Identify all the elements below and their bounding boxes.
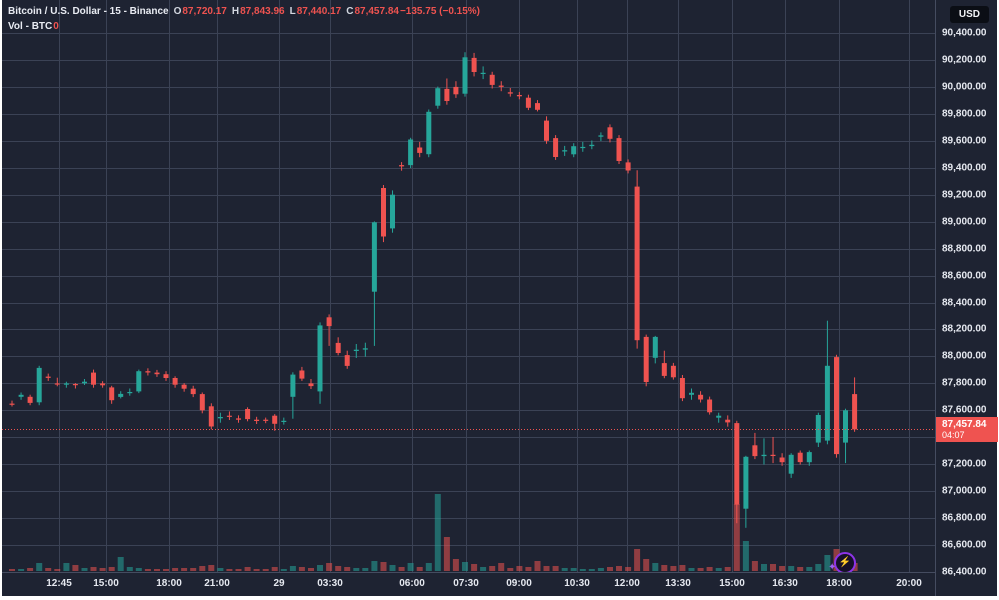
time-axis-label: 18:00 — [156, 578, 182, 589]
price-axis-label: 89,600.00 — [942, 135, 987, 147]
boost-badge[interactable]: ⚡ ✦ — [828, 552, 856, 572]
price-axis-label: 89,800.00 — [942, 108, 987, 120]
time-axis-label: 12:00 — [614, 578, 640, 589]
close-label: C — [346, 6, 354, 17]
price-axis-label: 87,200.00 — [942, 458, 987, 470]
price-axis-label: 88,600.00 — [942, 270, 987, 282]
time-axis-label: 21:00 — [204, 578, 230, 589]
price-axis-label: 87,600.00 — [942, 404, 987, 416]
time-axis-label: 12:45 — [46, 578, 72, 589]
price-axis[interactable]: USD 90,400.00 90,200.00 90,000.00 89,800.00… — [935, 0, 998, 596]
close-value: 87,457.84 — [354, 6, 399, 17]
price-axis-label: 86,400.00 — [942, 566, 987, 578]
time-axis-label: 20:00 — [896, 578, 922, 589]
current-price-label: 87,457.84 04:07 — [936, 417, 998, 443]
time-axis-label: 10:30 — [564, 578, 590, 589]
price-axis-label: 90,200.00 — [942, 54, 987, 66]
symbol-title[interactable]: Bitcoin / U.S. Dollar - 15 - Binance — [8, 6, 169, 17]
legend-row-volume[interactable]: Vol - BTC0 — [8, 18, 480, 33]
chart-legend: Bitcoin / U.S. Dollar - 15 - Binance O87,… — [8, 3, 480, 33]
lightning-icon: ⚡ — [834, 552, 856, 572]
low-label: L — [289, 6, 296, 17]
bar-countdown: 04:07 — [942, 430, 965, 441]
volume-value: 0 — [53, 21, 59, 32]
price-axis-label: 90,400.00 — [942, 27, 987, 39]
price-axis-label: 88,800.00 — [942, 243, 987, 255]
price-axis-label: 88,400.00 — [942, 297, 987, 308]
price-axis-label: 87,800.00 — [942, 377, 987, 389]
sparkle-icon: ✦ — [828, 562, 837, 572]
price-axis-label: 89,400.00 — [942, 162, 987, 174]
currency-button[interactable]: USD — [949, 6, 989, 23]
high-label: H — [231, 6, 240, 17]
time-axis-label: 09:00 — [506, 578, 532, 589]
high-value: 87,843.96 — [240, 6, 285, 17]
legend-row-symbol[interactable]: Bitcoin / U.S. Dollar - 15 - Binance O87,… — [8, 3, 480, 18]
price-axis-label: 90,000.00 — [942, 81, 987, 93]
price-axis-label: 86,800.00 — [942, 512, 987, 524]
price-axis-label: 86,600.00 — [942, 539, 987, 551]
change-value: −135.75 (−0.15%) — [399, 6, 481, 17]
time-axis-label: 03:30 — [317, 578, 343, 589]
time-axis-label: 15:00 — [719, 578, 745, 589]
price-axis-label: 89,200.00 — [942, 189, 987, 201]
open-label: O — [173, 6, 182, 17]
current-price-value: 87,457.84 — [942, 419, 987, 431]
volume-label: Vol - BTC — [8, 21, 53, 32]
time-axis-label: 29 — [273, 578, 285, 589]
time-axis-label: 18:00 — [826, 578, 852, 589]
candlestick-plot — [2, 0, 935, 572]
price-axis-label: 89,000.00 — [942, 216, 987, 228]
time-axis-label: 07:30 — [453, 578, 479, 589]
low-value: 87,440.17 — [296, 6, 342, 17]
price-axis-label: 88,000.00 — [942, 350, 987, 362]
time-axis-label: 13:30 — [665, 578, 691, 589]
price-axis-label: 88,200.00 — [942, 323, 987, 335]
open-value: 87,720.17 — [182, 6, 227, 17]
chart-canvas[interactable]: Bitcoin / U.S. Dollar - 15 - Binance O87,… — [2, 0, 935, 572]
time-axis[interactable]: 12:45 15:00 18:00 21:00 29 03:30 06:00 07:30 09:… — [2, 572, 935, 596]
time-axis-label: 06:00 — [399, 578, 425, 589]
time-axis-label: 16:30 — [772, 578, 798, 589]
price-axis-label: 87,000.00 — [942, 485, 987, 497]
time-axis-label: 15:00 — [93, 578, 119, 589]
